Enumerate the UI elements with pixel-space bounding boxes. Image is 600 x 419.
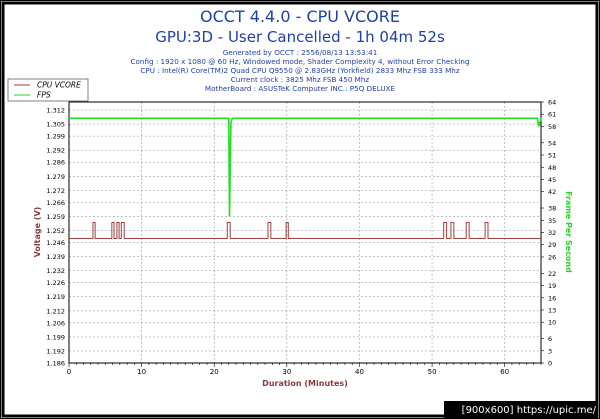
y2-tick-label: 0 bbox=[548, 360, 552, 368]
watermark-background bbox=[444, 401, 598, 418]
y2-tick-label: 32 bbox=[548, 229, 556, 237]
watermark-text: [900x600] https://upic.me/ bbox=[462, 405, 597, 416]
y-tick-label: 1.226 bbox=[46, 279, 65, 287]
watermark: [900x600] https://upic.me/ bbox=[444, 401, 598, 418]
y-axis-left: 1.312 1.305 1.299 1.292 1.286 1.279 1.272 1.266… bbox=[46, 107, 65, 368]
x-tick-label: 0 bbox=[67, 368, 71, 376]
y-tick-label: 1.219 bbox=[46, 293, 65, 301]
y-tick-label: 1.266 bbox=[46, 199, 65, 207]
x-tick-label: 50 bbox=[428, 368, 437, 376]
y-tick-label: 1.186 bbox=[46, 360, 65, 368]
y2-tick-label: 38 bbox=[548, 205, 556, 213]
y2-tick-label: 51 bbox=[548, 152, 556, 160]
y-tick-label: 1.252 bbox=[46, 227, 65, 235]
y2-tick-label: 45 bbox=[548, 176, 556, 184]
y2-tick-label: 26 bbox=[548, 253, 556, 261]
legend: CPU VCORE FPS bbox=[7, 78, 89, 102]
y2-tick-label: 64 bbox=[548, 99, 556, 107]
grid bbox=[69, 102, 541, 364]
y-tick-label: 1.212 bbox=[46, 307, 65, 315]
y2-tick-label: 6 bbox=[548, 335, 552, 343]
y-tick-label: 1.292 bbox=[46, 147, 65, 155]
y-tick-label: 1.272 bbox=[46, 187, 65, 195]
series-line-cpu-vcore bbox=[69, 221, 541, 240]
y2-tick-label: 10 bbox=[548, 319, 556, 327]
y-tick-label: 1.199 bbox=[46, 333, 65, 341]
y-tick-label: 1.305 bbox=[46, 121, 65, 129]
y2-tick-label: 48 bbox=[548, 164, 556, 172]
info-cpu: CPU : Intel(R) Core(TM)2 Quad CPU Q9550 … bbox=[140, 66, 459, 75]
y-tick-label: 1.192 bbox=[46, 347, 65, 355]
y-axis-right: 64 61 58 54 51 48 45 42 38 35 32 29 26 22 19 16 13 10 6 3 0 bbox=[541, 99, 556, 368]
y2-tick-label: 58 bbox=[548, 123, 556, 131]
y-tick-label: 1.232 bbox=[46, 267, 65, 275]
x-axis-label: Duration (Minutes) bbox=[262, 379, 348, 388]
x-tick-label: 10 bbox=[137, 368, 146, 376]
info-config: Config : 1920 x 1080 @ 60 Hz, Windowed m… bbox=[130, 57, 469, 66]
chart-title: OCCT 4.4.0 - CPU VCORE bbox=[200, 7, 400, 26]
info-current-clock: Current clock : 3825 Mhz FSB 450 Mhz bbox=[231, 75, 370, 84]
y-axis-label: Voltage (V) bbox=[33, 207, 42, 258]
x-tick-label: 30 bbox=[282, 368, 291, 376]
y2-tick-label: 13 bbox=[548, 306, 556, 314]
y-tick-label: 1.239 bbox=[46, 253, 65, 261]
info-generated: Generated by OCCT : 2556/08/13 13:53:41 bbox=[223, 48, 378, 57]
y2-tick-label: 3 bbox=[548, 347, 552, 355]
y2-tick-label: 22 bbox=[548, 270, 556, 278]
legend-label-cpu-vcore: CPU VCORE bbox=[37, 81, 81, 90]
y2-tick-label: 54 bbox=[548, 139, 556, 147]
y-tick-label: 1.206 bbox=[46, 319, 65, 327]
y2-tick-label: 19 bbox=[548, 282, 556, 290]
y2-tick-label: 61 bbox=[548, 111, 556, 119]
y2-tick-label: 35 bbox=[548, 217, 556, 225]
y2-axis-label: Frame Per Second bbox=[564, 191, 573, 273]
x-tick-label: 40 bbox=[355, 368, 364, 376]
y-tick-label: 1.259 bbox=[46, 213, 65, 221]
y-tick-label: 1.246 bbox=[46, 239, 65, 247]
y2-tick-label: 29 bbox=[548, 241, 556, 249]
y2-tick-label: 42 bbox=[548, 188, 556, 196]
x-tick-label: 60 bbox=[500, 368, 509, 376]
y-tick-label: 1.279 bbox=[46, 173, 65, 181]
series-line-fps bbox=[69, 117, 542, 217]
y-tick-label: 1.286 bbox=[46, 159, 65, 167]
x-tick-label: 20 bbox=[210, 368, 219, 376]
y-tick-label: 1.312 bbox=[46, 107, 65, 115]
info-motherboard: MotherBoard : ASUSTeK Computer INC.: P5Q… bbox=[205, 84, 396, 93]
chart-subtitle: GPU:3D - User Cancelled - 1h 04m 52s bbox=[155, 28, 445, 46]
y-tick-label: 1.299 bbox=[46, 133, 65, 141]
x-axis: 0 10 20 30 40 50 60 bbox=[67, 363, 542, 376]
legend-label-fps: FPS bbox=[37, 91, 51, 100]
y2-tick-label: 16 bbox=[548, 294, 556, 302]
